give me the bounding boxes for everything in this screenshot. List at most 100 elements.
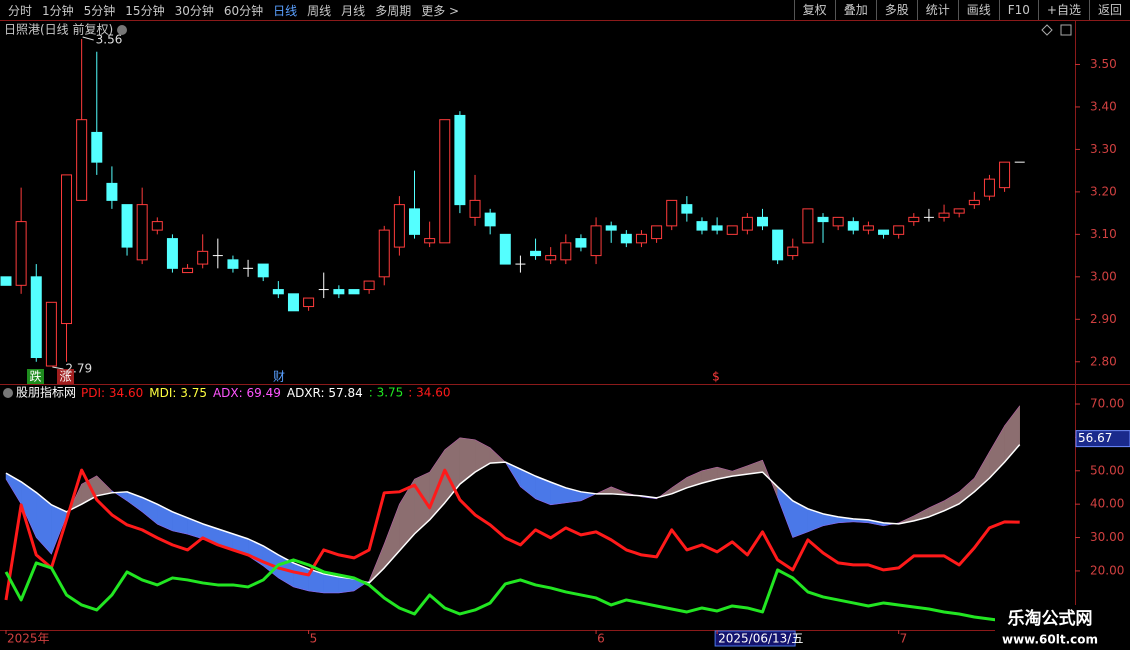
candle-body bbox=[726, 225, 738, 235]
indicator-line bbox=[4, 558, 1021, 627]
candle-body bbox=[575, 238, 587, 248]
candle-body bbox=[953, 208, 965, 214]
candle-body bbox=[711, 225, 723, 231]
x-tick-label: 2025年 bbox=[7, 632, 50, 646]
candle-body bbox=[393, 204, 405, 248]
candle-body bbox=[469, 199, 481, 218]
candle-body bbox=[741, 216, 753, 231]
candle-body bbox=[530, 250, 542, 257]
legend-sep: : bbox=[321, 386, 329, 400]
window-icon[interactable] bbox=[1060, 24, 1072, 36]
toolbar: 分时 1分钟 5分钟 15分钟 30分钟 60分钟 日线 周线 月线 多周期 更多 > 复权 叠加 多股… bbox=[0, 0, 1130, 20]
pane-menu-icon[interactable] bbox=[117, 25, 127, 35]
selected-date-box bbox=[714, 630, 796, 647]
toolbar-button[interactable]: 30分钟 bbox=[174, 3, 214, 18]
candle-body bbox=[439, 119, 451, 244]
toolbar-button[interactable]: 复权 bbox=[793, 0, 835, 20]
candle-body bbox=[197, 250, 209, 265]
toolbar-button[interactable]: 更多 > bbox=[421, 3, 460, 18]
toolbar-button[interactable]: 多周期 bbox=[375, 3, 412, 18]
toolbar-button[interactable]: +自选 bbox=[1037, 0, 1089, 20]
marker: $ bbox=[712, 370, 720, 384]
toolbar-button[interactable]: 返回 bbox=[1088, 0, 1130, 20]
watermark-title: 乐淘公式网 bbox=[1008, 608, 1093, 629]
watermark-bg bbox=[995, 605, 1130, 650]
candle-body bbox=[696, 221, 708, 231]
legend-name: ADXR bbox=[287, 386, 321, 400]
candle-body bbox=[484, 212, 496, 227]
toolbar-button[interactable]: 统计 bbox=[916, 0, 958, 20]
candle-body bbox=[635, 233, 647, 244]
toolbar-button[interactable]: 60分钟 bbox=[223, 3, 264, 18]
candle-body bbox=[166, 238, 178, 269]
candle-body bbox=[999, 161, 1011, 189]
candle-body bbox=[620, 233, 632, 244]
toolbar-button[interactable]: 月线 bbox=[341, 3, 366, 18]
legend-value: 3.75 bbox=[180, 386, 207, 400]
toolbar-button[interactable]: 多股 bbox=[875, 0, 917, 20]
candle-body bbox=[545, 255, 557, 261]
legend-sep: : bbox=[239, 386, 247, 400]
indicator-line bbox=[4, 468, 1020, 601]
candle-body bbox=[757, 216, 768, 227]
low-annotation: 2.79 bbox=[65, 362, 92, 376]
y-tick-label: 30.00 bbox=[1090, 530, 1124, 544]
toolbar-button[interactable]: 1分钟 bbox=[42, 3, 74, 18]
toolbar-button[interactable]: 日线 bbox=[273, 3, 298, 18]
toolbar-button[interactable]: F10 bbox=[998, 0, 1038, 20]
y-tick-label: 20.00 bbox=[1090, 563, 1124, 577]
candle-body bbox=[817, 216, 829, 223]
legend-value: 57.84 bbox=[328, 386, 362, 400]
candle-body bbox=[590, 225, 602, 257]
legend-text: : 3.75 bbox=[369, 386, 404, 400]
candle-body bbox=[651, 225, 663, 240]
y-tick-label: 2.80 bbox=[1090, 354, 1117, 368]
candle-body bbox=[878, 229, 890, 235]
y-tick-label: 2.90 bbox=[1090, 312, 1117, 326]
candle-body bbox=[151, 221, 163, 231]
period-tabs: 分时 1分钟 5分钟 15分钟 30分钟 60分钟 日线 周线 月线 多周期 更多 > bbox=[0, 0, 459, 20]
candle-body bbox=[908, 216, 920, 223]
candle-body bbox=[681, 204, 693, 214]
annotation-arrow bbox=[82, 36, 94, 41]
candle-body bbox=[76, 119, 88, 201]
candle-body bbox=[106, 182, 118, 201]
marker: 跌 bbox=[29, 369, 41, 384]
current-value: 56.67 bbox=[1078, 431, 1112, 445]
toolbar-button[interactable]: 15分钟 bbox=[125, 3, 165, 18]
toolbar-button[interactable]: 叠加 bbox=[834, 0, 876, 20]
y-tick-label: 3.50 bbox=[1090, 57, 1117, 71]
candle-body bbox=[772, 229, 784, 261]
legend-value: 69.49 bbox=[247, 386, 281, 400]
x-tick-label: 5 bbox=[310, 632, 318, 646]
y-tick-label: 70.00 bbox=[1090, 397, 1124, 411]
diamond-icon[interactable] bbox=[1041, 24, 1053, 36]
pane-title: 日照港(日线 前复权) bbox=[4, 22, 113, 37]
y-tick-label: 3.30 bbox=[1090, 142, 1117, 156]
legend-entry: ADX: 69.49 bbox=[213, 386, 281, 400]
toolbar-button[interactable]: 周线 bbox=[307, 3, 332, 18]
toolbar-button[interactable]: 画线 bbox=[957, 0, 999, 20]
candle-body bbox=[227, 259, 239, 269]
marker-box bbox=[57, 369, 74, 384]
legend-value: 34.60 bbox=[109, 386, 143, 400]
candle-body bbox=[424, 238, 436, 244]
indicator-line bbox=[5, 444, 1021, 584]
candle-body bbox=[893, 225, 905, 235]
candle-body bbox=[938, 212, 950, 218]
legend-name: MDI bbox=[149, 386, 172, 400]
indicator-line bbox=[5, 405, 1020, 594]
legend-text: 股朋指标网 bbox=[16, 385, 76, 400]
pane-menu-icon[interactable] bbox=[3, 388, 13, 398]
candle-body bbox=[15, 221, 27, 286]
candle-body bbox=[666, 199, 678, 227]
y-tick-label: 3.20 bbox=[1090, 184, 1117, 198]
candle-body bbox=[182, 267, 194, 274]
candle-body bbox=[303, 297, 315, 308]
toolbar-button[interactable]: 分时 bbox=[8, 3, 33, 18]
legend-text: : 34.60 bbox=[408, 386, 450, 400]
candle-body bbox=[378, 229, 390, 278]
toolbar-button[interactable]: 5分钟 bbox=[83, 3, 116, 18]
